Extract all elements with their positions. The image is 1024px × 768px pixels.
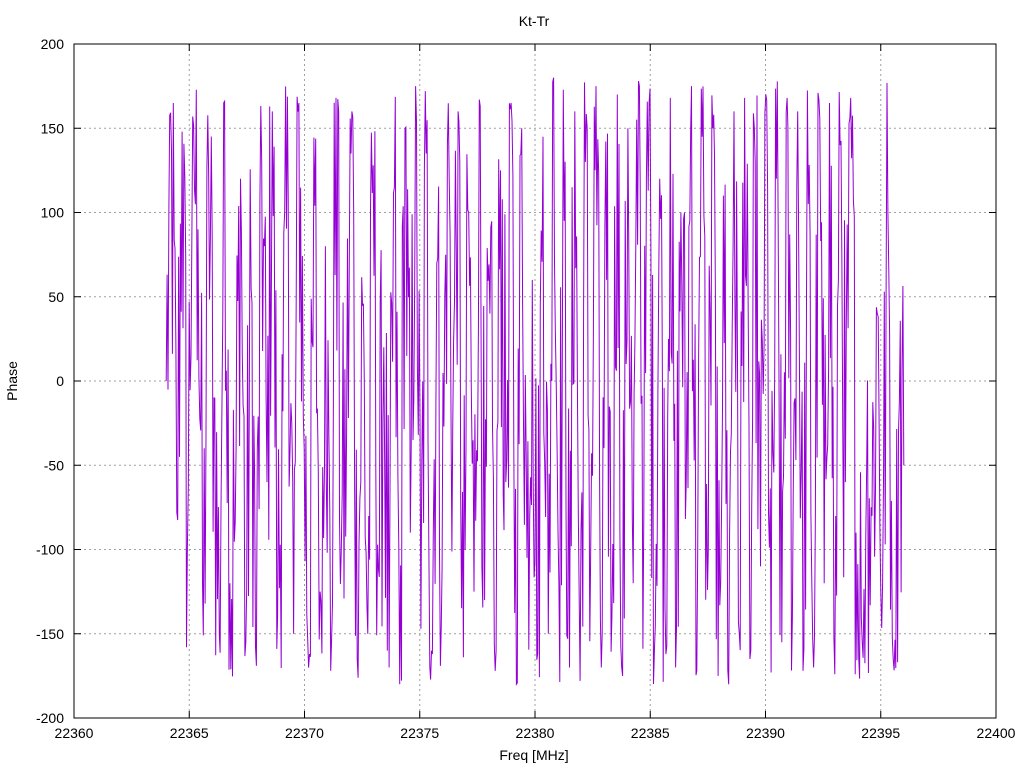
x-tick-label: 22380 — [516, 725, 555, 741]
tick-labels: 22360 22365 22370 22375 22380 22385 22390 22395… — [36, 36, 1016, 741]
x-tick-label: 22370 — [285, 725, 324, 741]
series-group — [165, 77, 905, 686]
phase-series-line — [165, 77, 905, 686]
y-axis-title: Phase — [4, 361, 20, 401]
x-tick-label: 22395 — [861, 725, 900, 741]
y-tick-label: 150 — [41, 120, 65, 136]
y-tick-label: -100 — [36, 542, 64, 558]
x-tick-label: 22390 — [746, 725, 785, 741]
x-tick-label: 22400 — [977, 725, 1016, 741]
x-tick-label: 22375 — [400, 725, 439, 741]
y-tick-label: -150 — [36, 626, 64, 642]
x-tick-label: 22385 — [631, 725, 670, 741]
y-tick-label: 200 — [41, 36, 65, 52]
x-axis-title: Freq [MHz] — [499, 747, 568, 763]
chart-title: Kt-Tr — [519, 13, 550, 29]
x-tick-label: 22365 — [170, 725, 209, 741]
y-tick-label: 100 — [41, 205, 65, 221]
y-tick-label: -50 — [44, 457, 64, 473]
y-tick-label: 0 — [56, 373, 64, 389]
y-tick-label: -200 — [36, 710, 64, 726]
x-tick-label: 22360 — [55, 725, 94, 741]
plot-frame — [73, 43, 997, 719]
y-tick-label: 50 — [48, 289, 64, 305]
